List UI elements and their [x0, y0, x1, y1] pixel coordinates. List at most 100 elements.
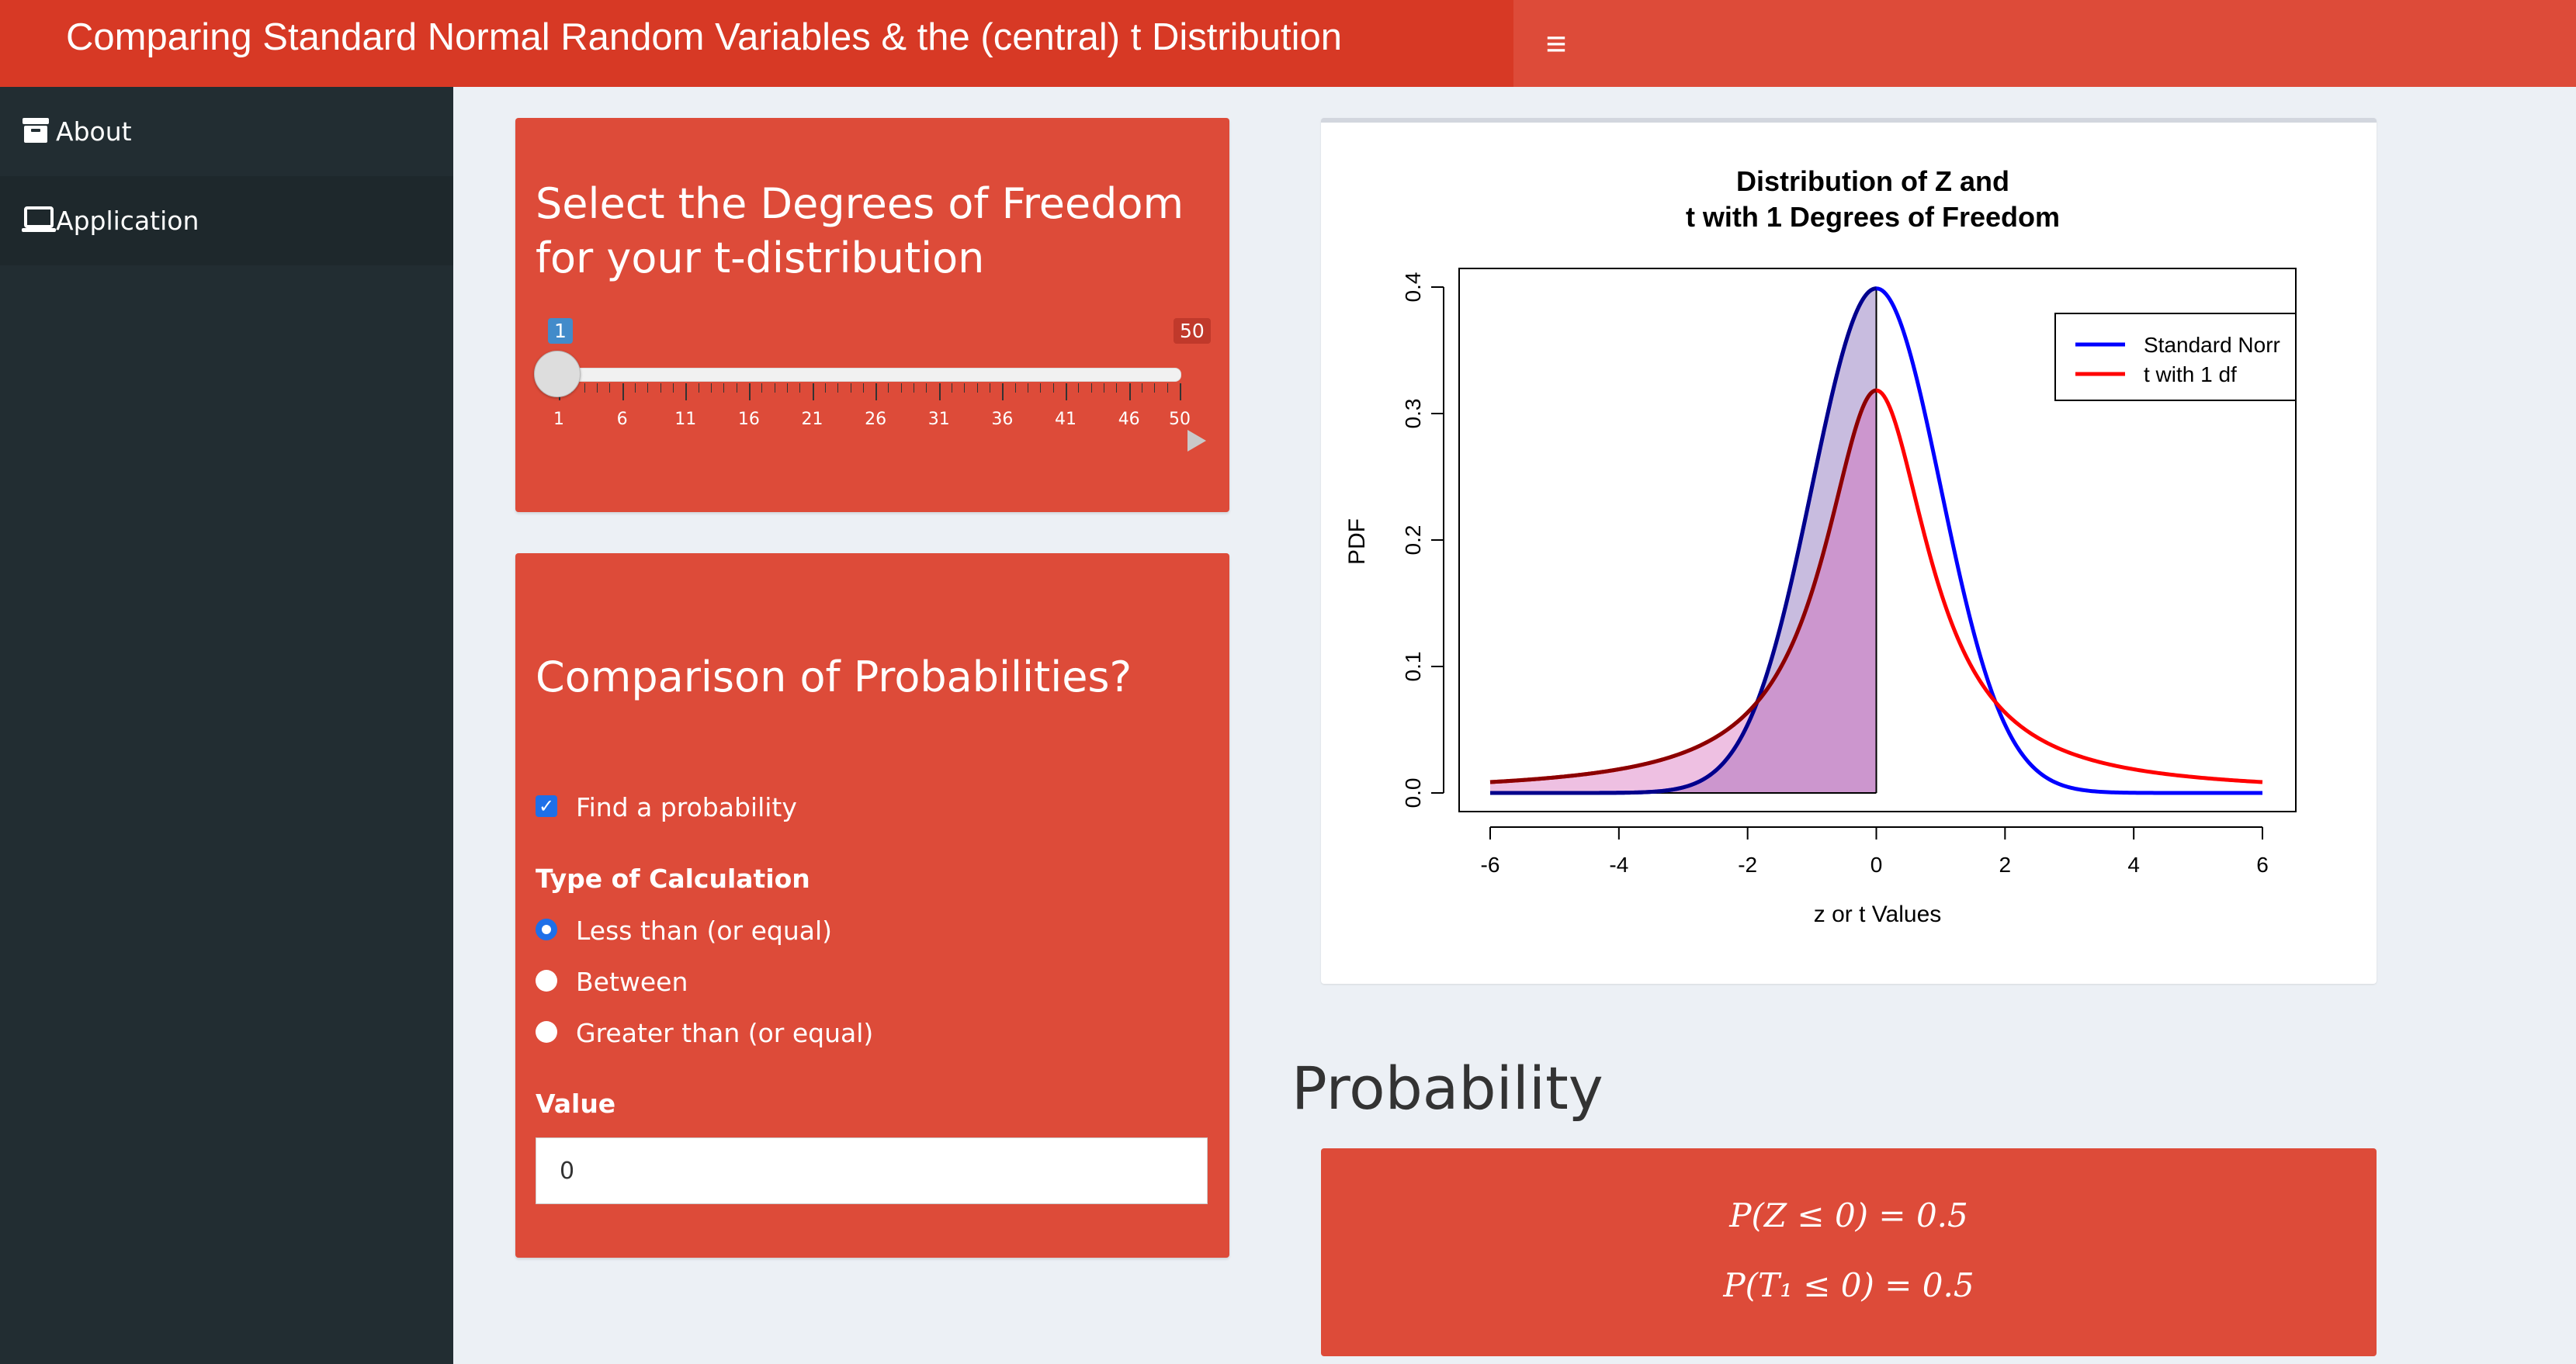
chart-title-line2: t with 1 Degrees of Freedom — [1686, 201, 2060, 233]
slider-min-badge: 1 — [548, 318, 573, 344]
slider-tick — [888, 383, 889, 393]
type-calculation-label: Type of Calculation — [536, 864, 810, 894]
slider-tick — [1154, 383, 1156, 393]
x-tick-label: 0 — [1870, 853, 1883, 877]
slider-tick — [660, 383, 661, 393]
legend-label-2: t with 1 df — [2144, 362, 2237, 386]
slider-tick-label: 50 — [1169, 410, 1191, 429]
slider-tick — [1078, 383, 1080, 393]
probability-box-title: Comparison of Probabilities? — [536, 653, 1132, 701]
df-slider-track[interactable] — [559, 368, 1181, 382]
value-label: Value — [536, 1089, 616, 1119]
slider-tick-label: 36 — [991, 410, 1014, 429]
slider-tick — [938, 383, 941, 400]
df-box: Select the Degrees of Freedom for your t… — [515, 118, 1229, 512]
x-tick-label: 6 — [2256, 853, 2269, 877]
slider-tick — [685, 383, 688, 400]
y-tick-label: 0.2 — [1401, 525, 1425, 556]
value-input[interactable] — [536, 1137, 1208, 1204]
slider-tick — [976, 383, 978, 393]
slider-tick-label: 11 — [674, 410, 697, 429]
slider-tick — [862, 383, 864, 393]
slider-tick — [723, 383, 725, 393]
prob-t-result: P(T₁ ≤ 0) = 0.5 — [1723, 1266, 1974, 1304]
slider-tick — [710, 383, 712, 393]
slider-tick-label: 46 — [1118, 410, 1140, 429]
y-axis-label: PDF — [1344, 518, 1370, 565]
legend-box — [2054, 313, 2297, 401]
x-tick-label: -2 — [1738, 853, 1757, 877]
plot-frame — [1458, 268, 2297, 812]
slider-tick — [786, 383, 788, 393]
slider-tick-label: 16 — [737, 410, 760, 429]
slider-tick — [634, 383, 636, 393]
archive-icon — [23, 118, 49, 143]
slider-tick-label: 26 — [865, 410, 887, 429]
slider-tick — [622, 383, 624, 400]
slider-tick — [799, 383, 801, 393]
slider-tick — [875, 383, 878, 400]
slider-tick — [761, 383, 763, 393]
radio-empty-icon — [536, 1021, 557, 1043]
slider-tick — [1090, 383, 1092, 393]
radio-label: Between — [576, 967, 688, 997]
slider-tick-label: 1 — [553, 410, 564, 429]
chart-title-line1: Distribution of Z and — [1736, 165, 2009, 197]
slider-play-icon[interactable] — [1187, 430, 1206, 452]
slider-tick — [900, 383, 902, 393]
distribution-chart: Distribution of Z and t with 1 Degrees o… — [1344, 165, 2297, 927]
sidebar: About Application — [0, 87, 453, 1364]
probability-results-box: P(Z ≤ 0) = 0.5 P(T₁ ≤ 0) = 0.5 — [1321, 1148, 2377, 1356]
slider-tick — [824, 383, 826, 393]
sidebar-toggle-icon[interactable]: ≡ — [1545, 23, 1567, 64]
df-box-title-line1: Select the Degrees of Freedom — [536, 179, 1184, 228]
slider-tick-label: 41 — [1055, 410, 1077, 429]
x-tick-label: 4 — [2127, 853, 2140, 877]
y-tick-label: 0.4 — [1401, 272, 1425, 303]
slider-tick — [1180, 383, 1181, 400]
x-tick-label: -4 — [1609, 853, 1628, 877]
app-title: Comparing Standard Normal Random Variabl… — [0, 0, 1513, 87]
y-tick-label: 0.1 — [1401, 652, 1425, 682]
slider-tick — [596, 383, 598, 393]
slider-tick — [672, 383, 674, 393]
legend-label-1: Standard Norr — [2144, 333, 2280, 357]
probability-options-box: Comparison of Probabilities? ✓ Find a pr… — [515, 553, 1229, 1258]
radio-empty-icon — [536, 970, 557, 992]
y-tick-label: 0.0 — [1401, 778, 1425, 808]
plot-box: Distribution of Z and t with 1 Degrees o… — [1321, 118, 2377, 984]
top-header: Comparing Standard Normal Random Variabl… — [0, 0, 2576, 87]
slider-tick — [926, 383, 927, 393]
shaded-area-t — [1490, 390, 1877, 793]
slider-max-badge: 50 — [1174, 318, 1211, 344]
y-tick-label: 0.3 — [1401, 399, 1425, 429]
radio-selected-icon — [536, 919, 557, 940]
slider-tick — [1040, 383, 1042, 393]
slider-tick — [812, 383, 814, 400]
slider-tick — [1014, 383, 1016, 393]
slider-tick — [1116, 383, 1118, 393]
slider-tick — [609, 383, 611, 393]
checkbox-label: Find a probability — [576, 792, 797, 822]
x-axis-label: z or t Values — [1814, 902, 1942, 927]
slider-tick — [1052, 383, 1054, 393]
radio-label: Greater than (or equal) — [576, 1018, 874, 1048]
probability-heading: Probability — [1291, 1054, 1603, 1123]
df-box-title-line2: for your t-distribution — [536, 234, 985, 282]
sidebar-item-label: Application — [56, 206, 199, 236]
slider-tick — [837, 383, 839, 393]
sidebar-item-label: About — [56, 116, 132, 147]
x-tick-label: 2 — [1999, 853, 2012, 877]
slider-tick — [964, 383, 966, 393]
radio-label: Less than (or equal) — [576, 916, 833, 946]
slider-tick — [1066, 383, 1068, 400]
slider-tick-label: 21 — [801, 410, 823, 429]
sidebar-item-application[interactable]: Application — [0, 176, 453, 265]
sidebar-item-about[interactable]: About — [0, 87, 453, 176]
prob-z-result: P(Z ≤ 0) = 0.5 — [1729, 1196, 1968, 1234]
shaded-curve-1 — [1490, 286, 1877, 795]
slider-tick — [584, 383, 585, 393]
check-icon: ✓ — [536, 795, 557, 817]
shaded-curve-2 — [1489, 388, 1877, 784]
df-slider-handle[interactable] — [534, 351, 581, 397]
